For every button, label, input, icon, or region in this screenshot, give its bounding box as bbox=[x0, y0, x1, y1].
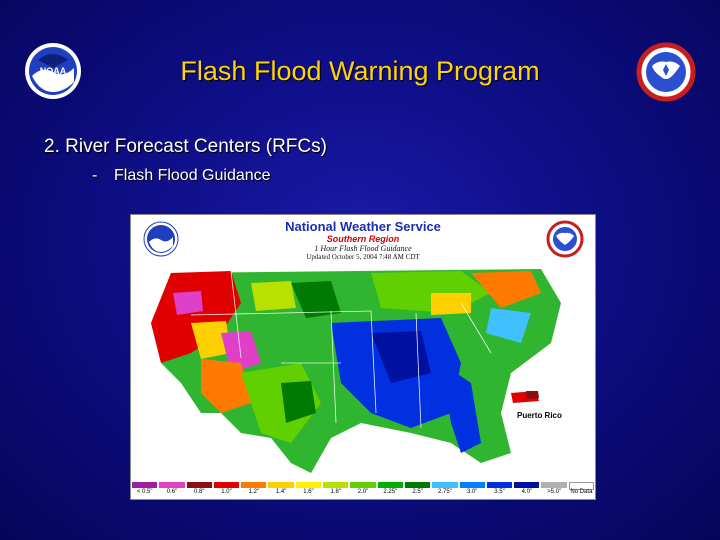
legend-item: 2.5" bbox=[404, 481, 431, 499]
legend-label: No Data bbox=[570, 489, 593, 495]
map-title: National Weather Service bbox=[285, 219, 441, 234]
legend-label: 1.8" bbox=[330, 489, 341, 495]
legend-swatch bbox=[568, 482, 595, 490]
legend-label: 0.8" bbox=[194, 489, 205, 495]
legend-item: 2.0" bbox=[349, 481, 376, 499]
legend-swatch bbox=[295, 482, 322, 488]
map-nws-logo-icon bbox=[546, 220, 584, 258]
legend-label: 2.75" bbox=[438, 489, 452, 495]
legend-item: < 0.5" bbox=[131, 481, 158, 499]
nws-logo bbox=[636, 42, 696, 102]
legend-swatch bbox=[268, 482, 294, 488]
legend-swatch bbox=[404, 482, 431, 488]
flash-flood-guidance-map: National Weather Service Southern Region… bbox=[130, 214, 596, 500]
bullet-dash: - bbox=[92, 167, 98, 184]
legend-label: 2.25" bbox=[383, 489, 398, 495]
legend-item: 4.0" bbox=[513, 481, 540, 499]
bullet-sub: - Flash Flood Guidance bbox=[92, 167, 271, 185]
legend-item: 1.2" bbox=[240, 481, 267, 499]
legend-item: 1.0" bbox=[213, 481, 240, 499]
bullet-sub-text: Flash Flood Guidance bbox=[114, 167, 271, 184]
legend-swatch bbox=[241, 482, 267, 488]
legend-swatch bbox=[323, 482, 349, 488]
legend-label: 1.0" bbox=[221, 489, 232, 495]
legend-label: 3.0" bbox=[466, 489, 478, 495]
legend-label: < 0.5" bbox=[136, 489, 153, 495]
legend-item: >5.0" bbox=[540, 481, 567, 499]
legend-label: 2.0" bbox=[357, 489, 369, 495]
map-updated: Updated October 5, 2004 7:48 AM CDT bbox=[306, 253, 420, 261]
legend-swatch bbox=[350, 482, 376, 488]
legend-item: 3.0" bbox=[459, 481, 486, 499]
map-header: National Weather Service Southern Region… bbox=[131, 215, 595, 264]
legend-swatch bbox=[132, 482, 158, 488]
map-image bbox=[131, 263, 595, 481]
legend-item: 2.75" bbox=[431, 481, 458, 499]
map-region: Southern Region bbox=[326, 234, 400, 244]
legend-swatch bbox=[159, 482, 185, 488]
legend-item: 1.6" bbox=[295, 481, 322, 499]
legend-item: 0.6" bbox=[158, 481, 185, 499]
legend-label: 0.6" bbox=[166, 489, 178, 495]
legend-item: 1.8" bbox=[322, 481, 349, 499]
legend-swatch bbox=[213, 482, 240, 488]
legend-label: 1.6" bbox=[303, 489, 314, 495]
legend-label: 3.5" bbox=[494, 489, 505, 495]
legend-item: 0.8" bbox=[186, 481, 213, 499]
puerto-rico-label: Puerto Rico bbox=[517, 411, 562, 420]
legend-item: 1.4" bbox=[267, 481, 294, 499]
legend-label: >5.0" bbox=[547, 489, 562, 495]
noaa-logo: NOAA bbox=[24, 42, 82, 100]
bullet-main: 2. River Forecast Centers (RFCs) bbox=[44, 136, 327, 157]
legend-item: 3.5" bbox=[486, 481, 513, 499]
legend-swatch bbox=[432, 482, 458, 488]
legend-swatch bbox=[514, 482, 540, 488]
legend-label: 4.0" bbox=[521, 489, 533, 495]
legend-label: 1.4" bbox=[275, 489, 287, 495]
legend-label: 2.5" bbox=[412, 489, 423, 495]
legend-swatch bbox=[186, 482, 212, 488]
map-noaa-logo-icon bbox=[143, 221, 179, 257]
map-legend: < 0.5" 0.6" 0.8" 1.0" 1.2" 1.4" 1.6" 1.8" 2.0" 2.… bbox=[131, 481, 595, 499]
legend-swatch bbox=[541, 482, 567, 488]
legend-label: 1.2" bbox=[248, 489, 260, 495]
legend-swatch bbox=[486, 482, 513, 488]
legend-swatch bbox=[377, 482, 403, 488]
legend-item: No Data bbox=[568, 481, 595, 499]
map-product: 1 Hour Flash Flood Guidance bbox=[314, 244, 412, 253]
slide-title: Flash Flood Warning Program bbox=[180, 56, 540, 86]
legend-item: 2.25" bbox=[377, 481, 404, 499]
legend-swatch bbox=[459, 482, 485, 488]
noaa-logo-text: NOAA bbox=[40, 66, 67, 76]
